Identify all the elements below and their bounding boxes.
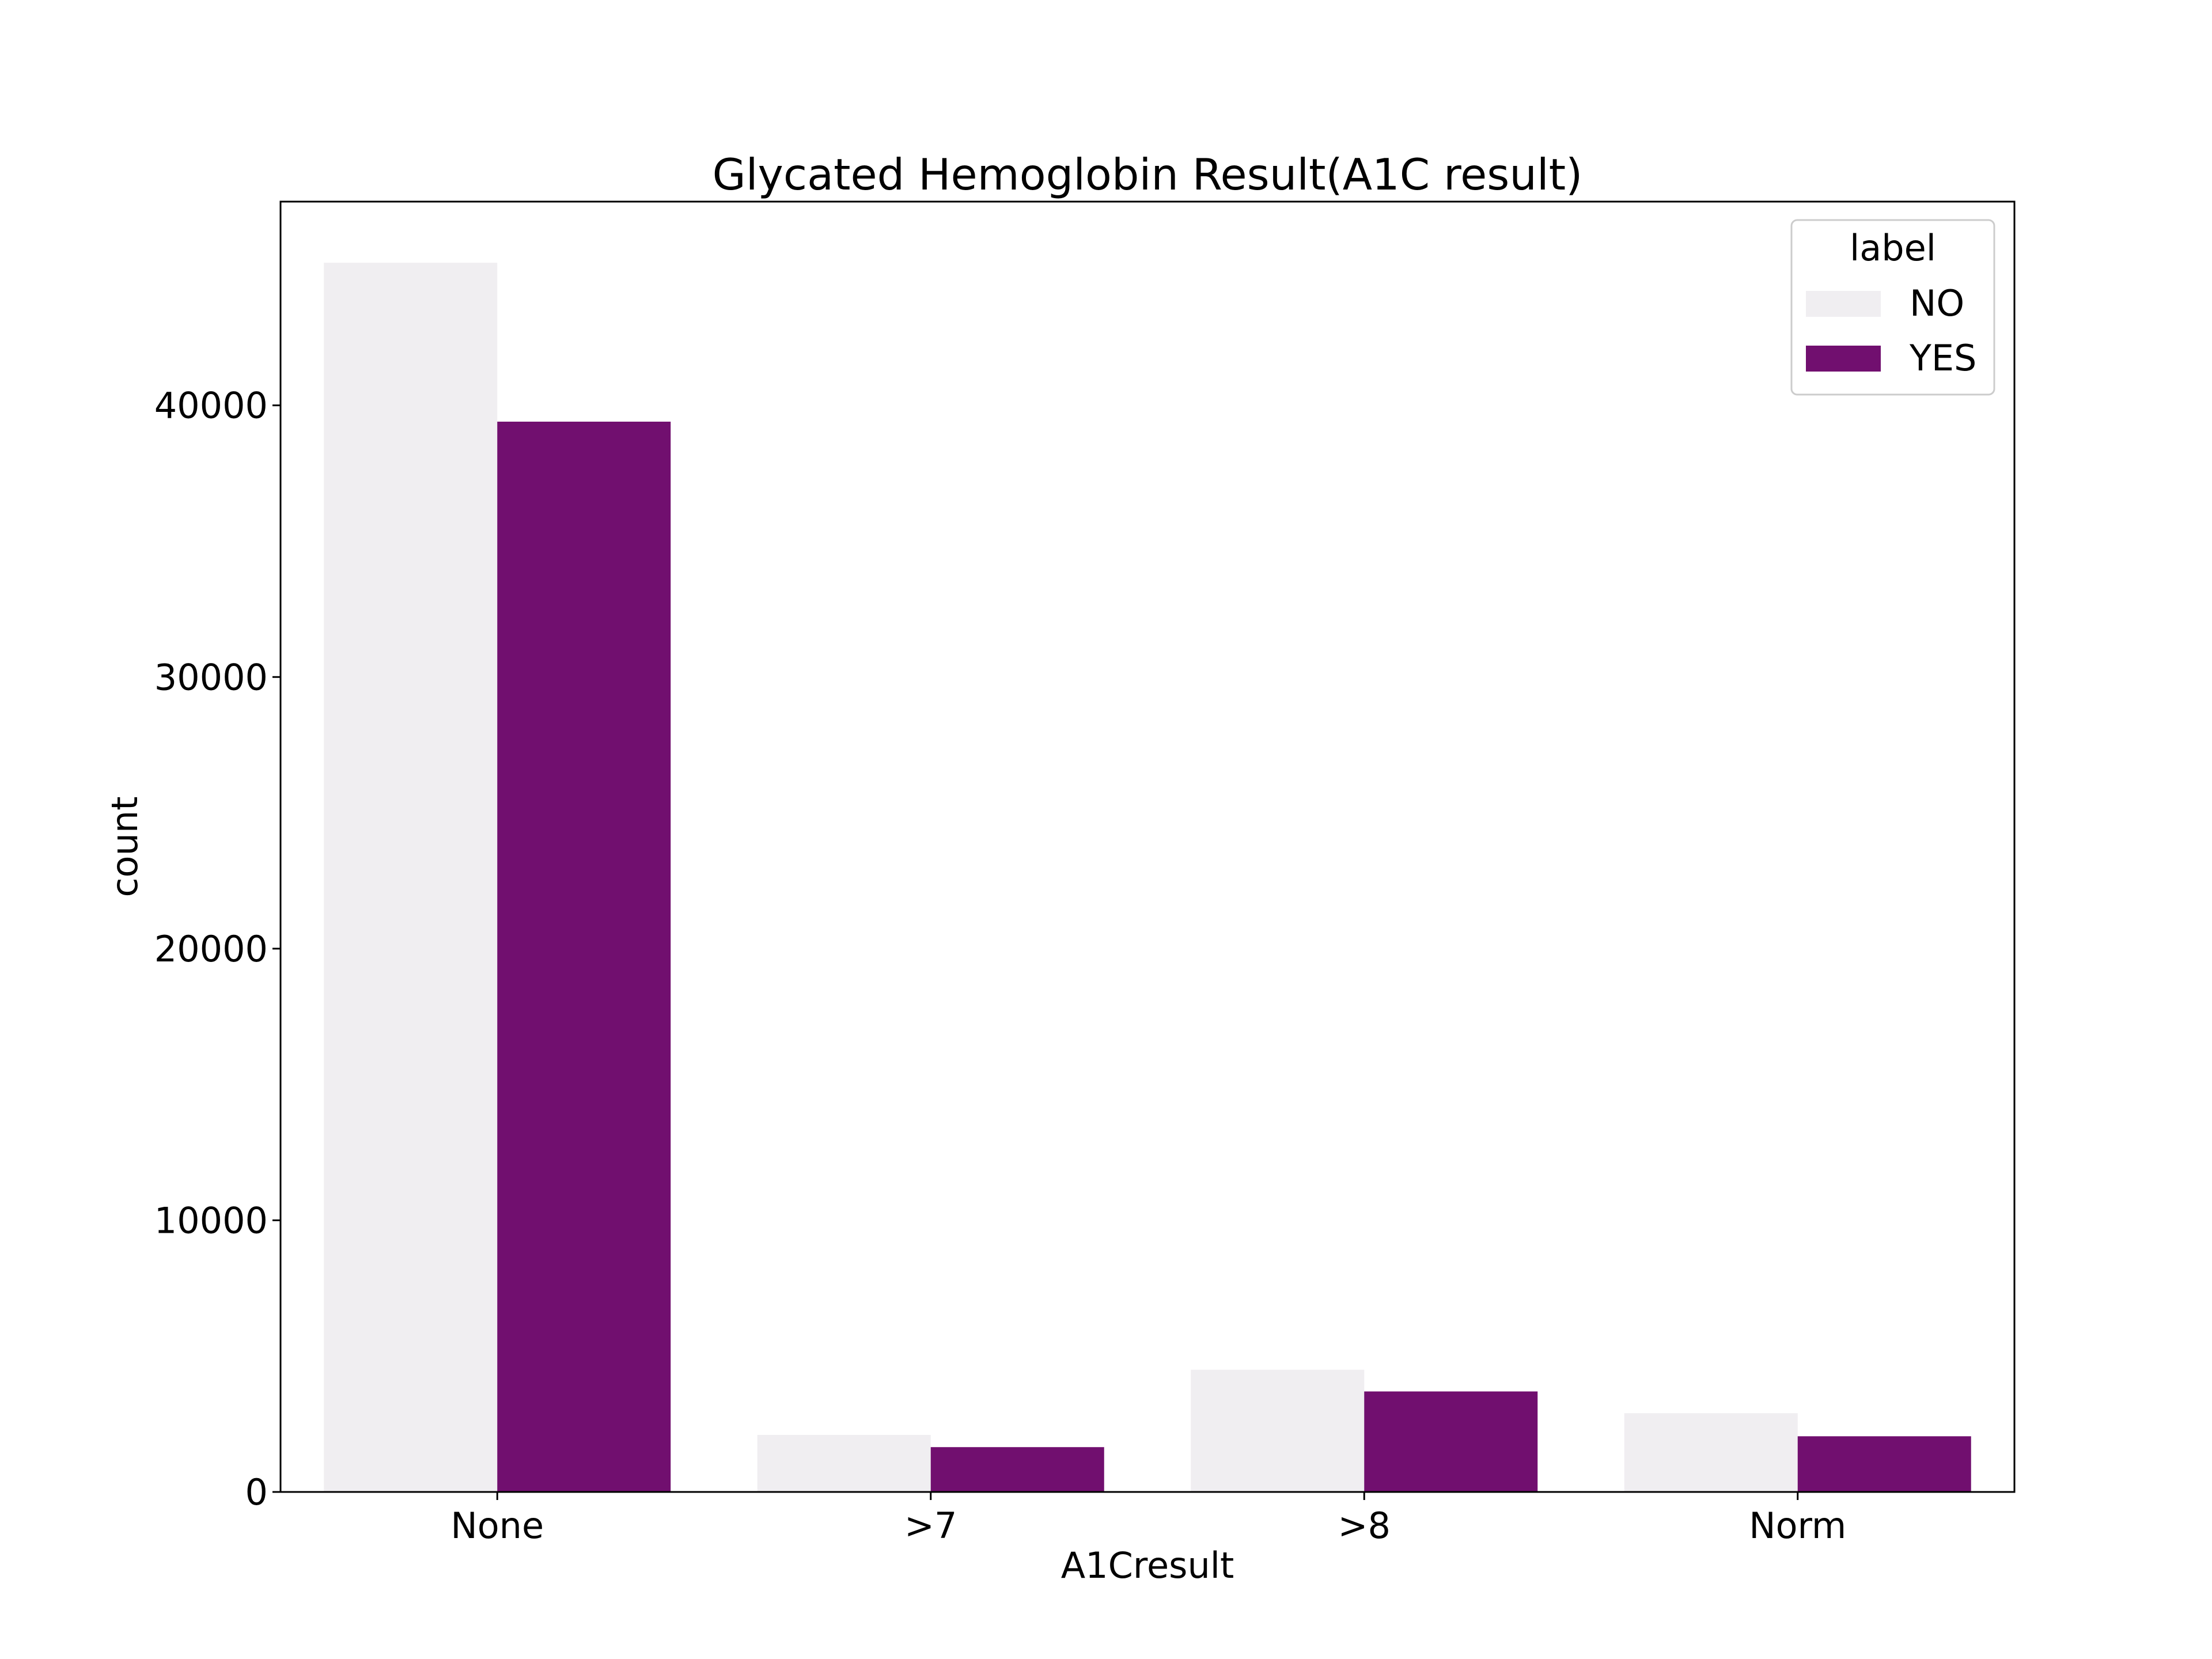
- y-axis-label: count: [104, 797, 146, 897]
- bar-no-0: [324, 263, 498, 1493]
- x-tick-label: >8: [1338, 1505, 1391, 1547]
- chart-title: Glycated Hemoglobin Result(A1C result): [713, 149, 1583, 200]
- plot-frame: [279, 200, 2016, 1493]
- bar-yes-0: [497, 421, 671, 1492]
- x-tick-label: None: [450, 1505, 544, 1547]
- y-tick-label: 0: [245, 1471, 268, 1513]
- legend-swatch-no: [1806, 291, 1881, 317]
- bars: [324, 263, 1971, 1493]
- bar-no-3: [1624, 1413, 1798, 1492]
- y-axis: 0 10000 20000 30000 40000: [154, 385, 281, 1513]
- y-tick-label: 40000: [154, 385, 268, 427]
- x-tick-label: Norm: [1749, 1505, 1846, 1547]
- legend-title: label: [1850, 227, 1936, 269]
- x-axis: None >7 >8 Norm: [450, 1492, 1846, 1547]
- legend-swatch-yes: [1806, 346, 1881, 372]
- legend[interactable]: label NO YES: [1790, 219, 1995, 396]
- legend-label-yes: YES: [1909, 337, 1976, 379]
- bar-no-1: [757, 1434, 931, 1492]
- x-axis-label: A1Cresult: [1061, 1544, 1234, 1586]
- bar-no-2: [1191, 1369, 1365, 1492]
- legend-label-no: NO: [1910, 282, 1964, 324]
- bar-yes-1: [930, 1447, 1104, 1492]
- y-tick-label: 30000: [154, 656, 268, 698]
- y-tick-label: 20000: [154, 928, 268, 970]
- bar-yes-2: [1364, 1391, 1538, 1492]
- bar-yes-3: [1797, 1436, 1971, 1492]
- y-tick-label: 10000: [154, 1199, 268, 1241]
- x-tick-label: >7: [904, 1505, 957, 1547]
